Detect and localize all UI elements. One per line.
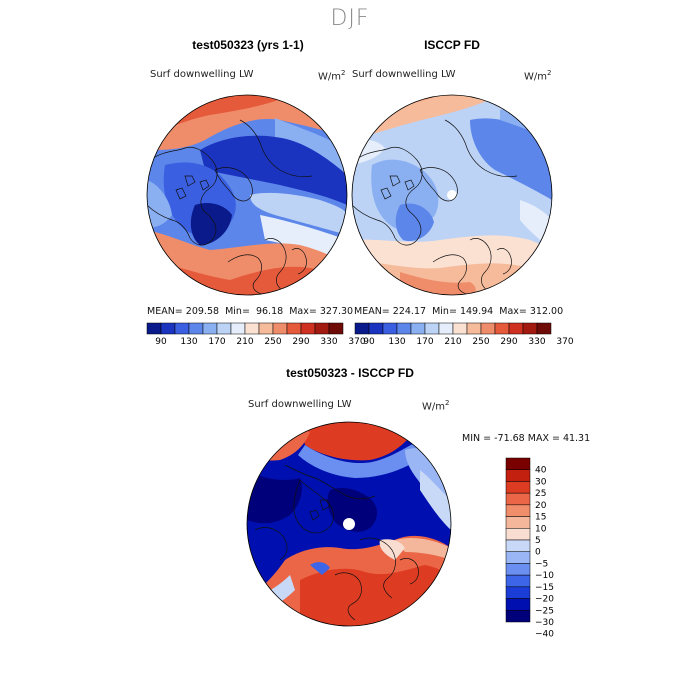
panel3-pole-missing (343, 518, 355, 530)
panel3-minmax: MIN = -71.68 MAX = 41.31 (462, 433, 591, 444)
panel3-colorbar-tick-label: −25 (535, 606, 554, 616)
panel2-colorbar-tick-label: 290 (500, 337, 517, 347)
panel3-title: test050323 - ISCCP FD (286, 366, 414, 380)
panel2-colorbar-swatch (424, 322, 440, 335)
panel1-colorbar-swatch (258, 322, 274, 335)
panel3-colorbar-swatch (505, 586, 531, 599)
panel3-colorbar-tick-label: −20 (535, 595, 554, 605)
panel3-colorbar-tick-label: −5 (535, 559, 548, 569)
panel3-colorbar-swatch (505, 516, 531, 529)
panel2-colorbar-swatch (480, 322, 496, 335)
panel3-colorbar-swatch (505, 492, 531, 506)
panel3-colorbar-swatch (505, 563, 531, 576)
panel3-colorbar-swatch (505, 457, 531, 470)
panel2-colorbar-swatch (522, 322, 538, 335)
panel2-colorbar-swatch (466, 322, 482, 335)
panel2-colorbar-swatch (508, 322, 524, 335)
panel1-colorbar-tick-label: 290 (292, 337, 309, 347)
panel1-units: W/m2 (318, 69, 346, 83)
panel2-colorbar-swatch (438, 322, 454, 335)
panel2-units: W/m2 (524, 69, 552, 83)
panel2-title: ISCCP FD (424, 38, 480, 52)
panel1-colorbar-tick-label: 90 (155, 337, 167, 347)
panel2-colorbar-tick-label: 370 (556, 337, 573, 347)
panel1-colorbar-tick-label: 170 (208, 337, 225, 347)
panel1-colorbar-swatch (314, 322, 330, 335)
panel1-map-border (146, 94, 348, 296)
panel3-colorbar-tick-label: −15 (535, 583, 554, 593)
panel3-colorbar-tick-label: 10 (535, 524, 547, 534)
panel3-map-border (246, 421, 452, 627)
panel2-variable: Surf downwelling LW (352, 69, 456, 80)
panel1-colorbar-swatch (244, 322, 260, 335)
panel3-units: W/m2 (422, 399, 450, 413)
panel3-colorbar-tick-label: −10 (535, 571, 554, 581)
panel2-coastlines (352, 119, 518, 295)
panel1-colorbar-tick-label: 330 (320, 337, 337, 347)
panel1-colorbar-tick-label: 370 (348, 337, 365, 347)
panel3-colorbar-swatch (505, 528, 531, 541)
panel1-coastlines (147, 119, 313, 295)
panel3-colorbar-tick-label: 15 (535, 513, 546, 523)
panel2-pole-missing (447, 190, 457, 200)
panel2-colorbar-swatch (536, 322, 552, 335)
panel2-stats: MEAN= 224.17 Min= 149.94 Max= 312.00 (354, 306, 564, 317)
panel3-coastlines (254, 464, 419, 621)
panel2-colorbar-swatch (382, 322, 398, 335)
panel3-colorbar-swatch (505, 481, 531, 494)
panel3-colorbar-tick-label: 0 (535, 548, 541, 558)
panel3-colorbar-tick-label: −30 (535, 618, 554, 628)
panel2-colorbar-tick-label: 330 (528, 337, 545, 347)
panel3-colorbar-swatch (505, 574, 531, 588)
panel3-colorbar-tick-label: 40 (535, 466, 547, 476)
panel1-colorbar-swatch (286, 322, 302, 335)
panel3-colorbar-swatch (505, 504, 531, 517)
panel2-colorbar-swatch (368, 322, 384, 335)
panel3-colorbar-tick-label: 5 (535, 536, 541, 546)
panel3-colorbar-swatch (505, 598, 531, 611)
panel1-title: test050323 (yrs 1-1) (192, 38, 304, 52)
panel3-colorbar-tick-label: 20 (535, 501, 547, 511)
panel1-colorbar-swatch (328, 322, 344, 335)
panel3-colorbar-tick-label: −40 (535, 630, 554, 640)
panel1-colorbar-tick-label: 210 (236, 337, 253, 347)
panel2-colorbar: 90 130 170 210 250 290 330 370 (354, 322, 574, 347)
panel2-colorbar-tick-label: 250 (472, 337, 489, 347)
panel2-colorbar-swatch (494, 322, 510, 335)
panel1-colorbar-tick-label: 250 (264, 337, 281, 347)
panel2-colorbar-tick-label: 130 (388, 337, 405, 347)
panel1-stats: MEAN= 209.58 Min= 96.18 Max= 327.30 (147, 306, 354, 317)
panel1-variable: Surf downwelling LW (150, 69, 254, 80)
panel2-colorbar-swatch (410, 322, 426, 335)
panel3-colorbar-swatch (505, 610, 531, 623)
panel3-colorbar-swatch (505, 539, 531, 552)
panel1-colorbar-swatch (174, 322, 190, 335)
panel2-colorbar-swatch (396, 322, 412, 335)
panel1-colorbar-swatch (272, 322, 288, 335)
panel2-colorbar-tick-label: 90 (363, 337, 375, 347)
panel1-colorbar-swatch (216, 322, 232, 335)
panel1-colorbar-swatch (202, 322, 218, 335)
panel1-colorbar: 90 130 170 210 250 290 330 370 (146, 322, 366, 347)
panel2-colorbar-tick-label: 170 (416, 337, 433, 347)
panel2-colorbar-swatch (452, 322, 468, 335)
panel1-colorbar-swatch (188, 322, 204, 335)
panel3-colorbar-tick-label: 25 (535, 489, 546, 499)
panel2-colorbar-swatch (354, 322, 370, 335)
panel1-colorbar-swatch (160, 322, 176, 335)
panel3-colorbar-swatch (505, 551, 531, 564)
panel1-colorbar-swatch (146, 322, 162, 335)
panel3-colorbar-tick-label: 30 (535, 477, 547, 487)
panel2-colorbar-tick-label: 210 (444, 337, 461, 347)
panel1-colorbar-tick-label: 130 (180, 337, 197, 347)
panel3-variable: Surf downwelling LW (248, 399, 352, 410)
panel1-colorbar-swatch (230, 322, 246, 335)
panel2-map-border (351, 94, 553, 296)
panel3-colorbar-swatch (505, 469, 531, 482)
season-title: DJF (330, 6, 370, 31)
panel1-colorbar-swatch (300, 322, 316, 335)
panel1-map (147, 95, 347, 295)
